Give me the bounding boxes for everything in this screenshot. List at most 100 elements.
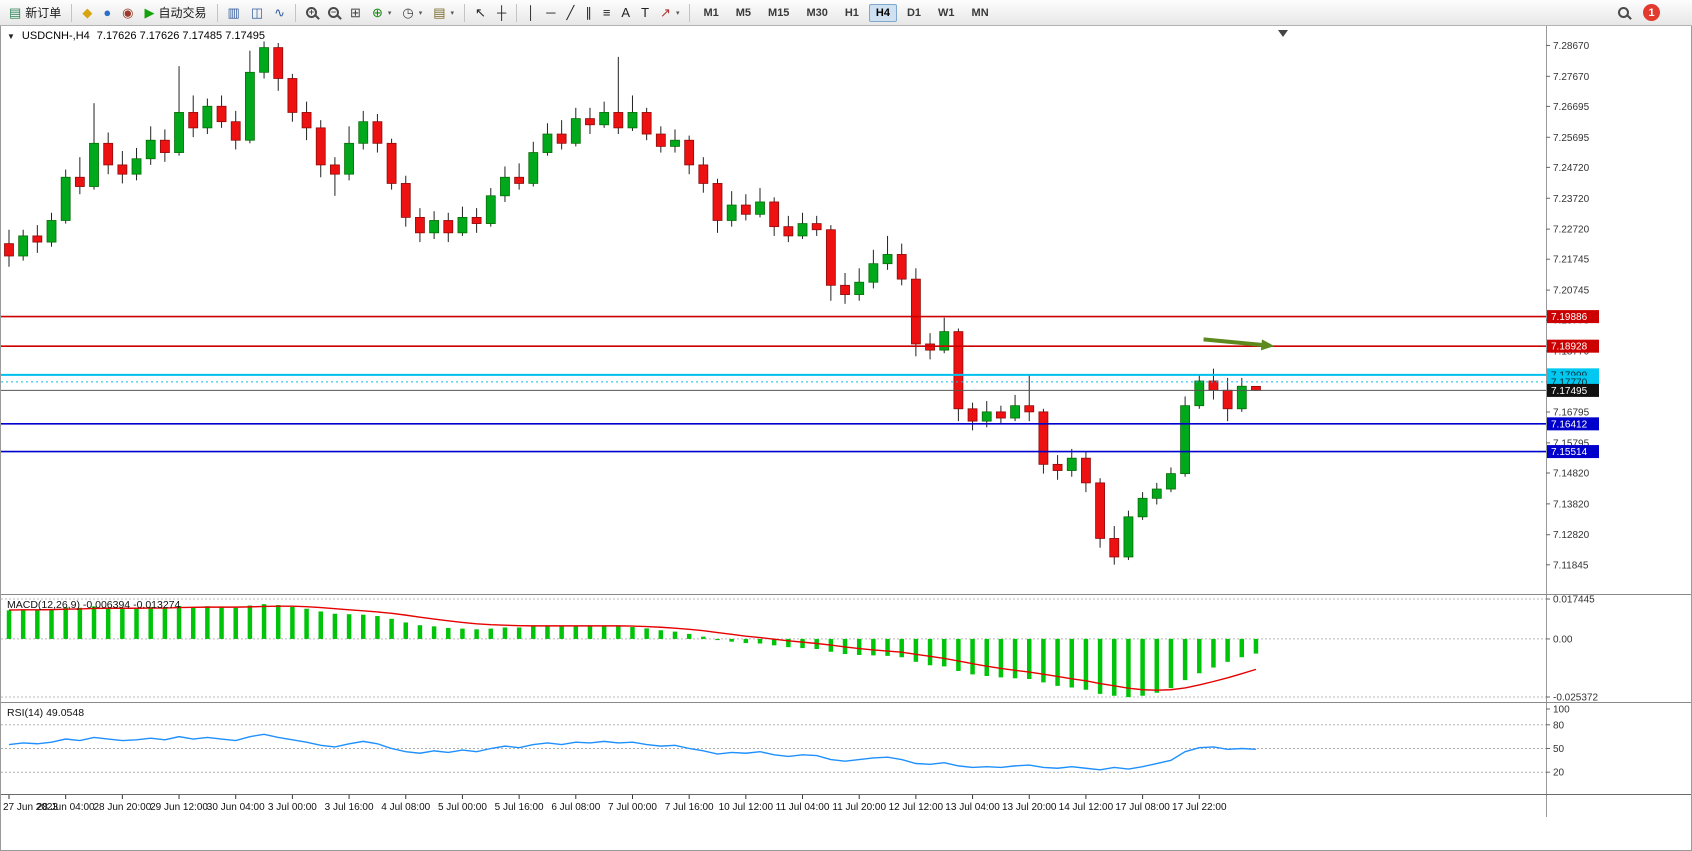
candlestick-chart-button[interactable]: ◫: [246, 1, 268, 25]
candle-down: [585, 118, 595, 126]
price-tag-box: [1547, 339, 1599, 353]
price-tag-box: [1547, 310, 1599, 324]
rsi-axis-label: 20: [1553, 768, 1565, 779]
candle-up: [528, 152, 539, 184]
candle-up: [726, 204, 737, 221]
trendline-button[interactable]: ╱: [562, 1, 580, 25]
candlestick-chart-icon: ◫: [250, 5, 264, 20]
zoom-out-button[interactable]: −: [323, 1, 344, 25]
candle-down: [315, 127, 326, 166]
tile-windows-button[interactable]: ⊞: [345, 1, 366, 25]
timeframe-h1-button[interactable]: H1: [844, 6, 859, 19]
arrows-button[interactable]: ↗ ▾: [655, 1, 684, 25]
periods-button[interactable]: ◷ ▾: [397, 1, 427, 25]
toolbar-separator: [689, 3, 691, 22]
fibonacci-button[interactable]: ≡: [598, 1, 616, 25]
price-axis-label: 7.20745: [1553, 286, 1590, 297]
timeframe-m15-button[interactable]: M15: [768, 6, 790, 19]
text-button[interactable]: A: [616, 1, 635, 25]
chart-shift-marker[interactable]: [1278, 30, 1288, 37]
arrows-icon: ↗: [660, 5, 671, 20]
community-icon[interactable]: ●: [98, 1, 116, 25]
timeframe-m30-button[interactable]: M30: [806, 6, 828, 19]
trendline-icon: ╱: [566, 5, 575, 20]
crosshair-button[interactable]: ┼: [492, 1, 511, 25]
line-chart-button[interactable]: ∿: [269, 1, 290, 25]
candle-up: [457, 216, 468, 234]
vertical-line-button[interactable]: │: [522, 1, 540, 25]
timeframe-mn-button[interactable]: MN: [971, 6, 989, 19]
candle-up: [1123, 516, 1134, 558]
candle-up: [868, 263, 879, 283]
price-tag-label: 7.18928: [1551, 342, 1588, 353]
candle-down: [556, 133, 567, 144]
arrow-annotation[interactable]: [1203, 337, 1262, 347]
main-chart-pane: 7.28670 7.27670 7.26695 7.25695 7.24720 7.237…: [1, 26, 1691, 594]
notification-badge[interactable]: 1: [1643, 4, 1660, 21]
time-axis-label: 13 Jul 04:00: [945, 802, 1000, 813]
time-axis-label: 27 Jun 2023: [3, 802, 58, 813]
new-order-button[interactable]: ▤ 新订单: [4, 1, 66, 25]
candle-down: [712, 183, 723, 221]
time-axis-label: 11 Jul 04:00: [776, 802, 830, 813]
label-button[interactable]: T: [636, 1, 654, 25]
timeframe-h4-button[interactable]: H4: [868, 3, 897, 22]
zoom-in-button[interactable]: +: [301, 1, 322, 25]
periods-icon: ◷: [402, 5, 414, 20]
dropdown-caret-icon[interactable]: ▾: [387, 9, 392, 17]
time-axis-label: 30 Jun 04:00: [207, 802, 265, 813]
metaeditor-icon-icon: ◆: [82, 5, 93, 20]
chart-symbol-period: USDCNH-,H4: [21, 30, 90, 42]
time-axis-label: 4 Jul 08:00: [381, 802, 430, 813]
candle-down: [32, 235, 43, 243]
bar-chart-button[interactable]: ▥: [223, 1, 245, 25]
timeframe-m5-button[interactable]: M5: [735, 6, 752, 19]
candle-down: [740, 204, 751, 215]
toolbar-separator: [71, 3, 73, 22]
time-axis-label: 7 Jul 00:00: [608, 802, 657, 813]
price-tag-box: [1547, 383, 1599, 397]
zoom-out-icon: −: [328, 7, 340, 18]
horizontal-line-button[interactable]: ─: [541, 1, 560, 25]
candle-up: [1180, 405, 1191, 475]
candle-up: [797, 223, 808, 237]
timeframe-m1-button[interactable]: M1: [703, 6, 719, 19]
cursor-button[interactable]: ↖: [470, 1, 491, 25]
time-axis[interactable]: 27 Jun 2023 28 Jun 04:00 28 Jun 20:00 29 Ju…: [1, 794, 1691, 817]
collapse-panel-icon[interactable]: ▼: [7, 31, 15, 41]
metaeditor-icon[interactable]: ◆: [77, 1, 97, 25]
templates-button[interactable]: ▤ ▾: [428, 1, 459, 25]
time-axis-label: 5 Jul 16:00: [495, 802, 544, 813]
candle-down: [825, 229, 836, 286]
dropdown-caret-icon[interactable]: ▾: [675, 9, 680, 17]
timeframe-d1-button[interactable]: D1: [906, 6, 922, 19]
arrow-annotation-head[interactable]: [1260, 339, 1275, 351]
price-axis-label: 7.11845: [1553, 560, 1589, 571]
toolbar-separator: [464, 3, 466, 22]
macd-axis-label: 0.017445: [1553, 595, 1595, 606]
price-axis-label: 7.12820: [1553, 530, 1590, 541]
candle-down: [996, 411, 1006, 419]
candle-up: [18, 235, 29, 257]
indicators-button[interactable]: ⊕ ▾: [367, 1, 396, 25]
rsi-axis-label: 80: [1553, 720, 1565, 731]
autotrading-button[interactable]: ▶ 自动交易: [140, 1, 212, 25]
candle-down: [953, 331, 964, 410]
dropdown-caret-icon[interactable]: ▾: [450, 9, 455, 17]
candle-down: [386, 142, 397, 184]
time-axis-label: 14 Jul 12:00: [1059, 802, 1114, 813]
time-axis-label: 28 Jun 04:00: [37, 802, 95, 813]
candle-up: [1166, 473, 1176, 490]
chart-window: 7.28670 7.27670 7.26695 7.25695 7.24720 7.237…: [0, 26, 1692, 851]
candle-down: [330, 164, 340, 175]
candle-down: [613, 112, 624, 129]
market-depth-icon[interactable]: ◉: [117, 1, 138, 25]
dropdown-caret-icon[interactable]: ▾: [418, 9, 423, 17]
channel-button[interactable]: ∥: [580, 1, 597, 25]
timeframe-w1-button[interactable]: W1: [938, 6, 955, 19]
candle-down: [655, 133, 666, 147]
candle-up: [1194, 380, 1205, 407]
search-button[interactable]: [1613, 1, 1634, 25]
candle-down: [896, 254, 907, 280]
